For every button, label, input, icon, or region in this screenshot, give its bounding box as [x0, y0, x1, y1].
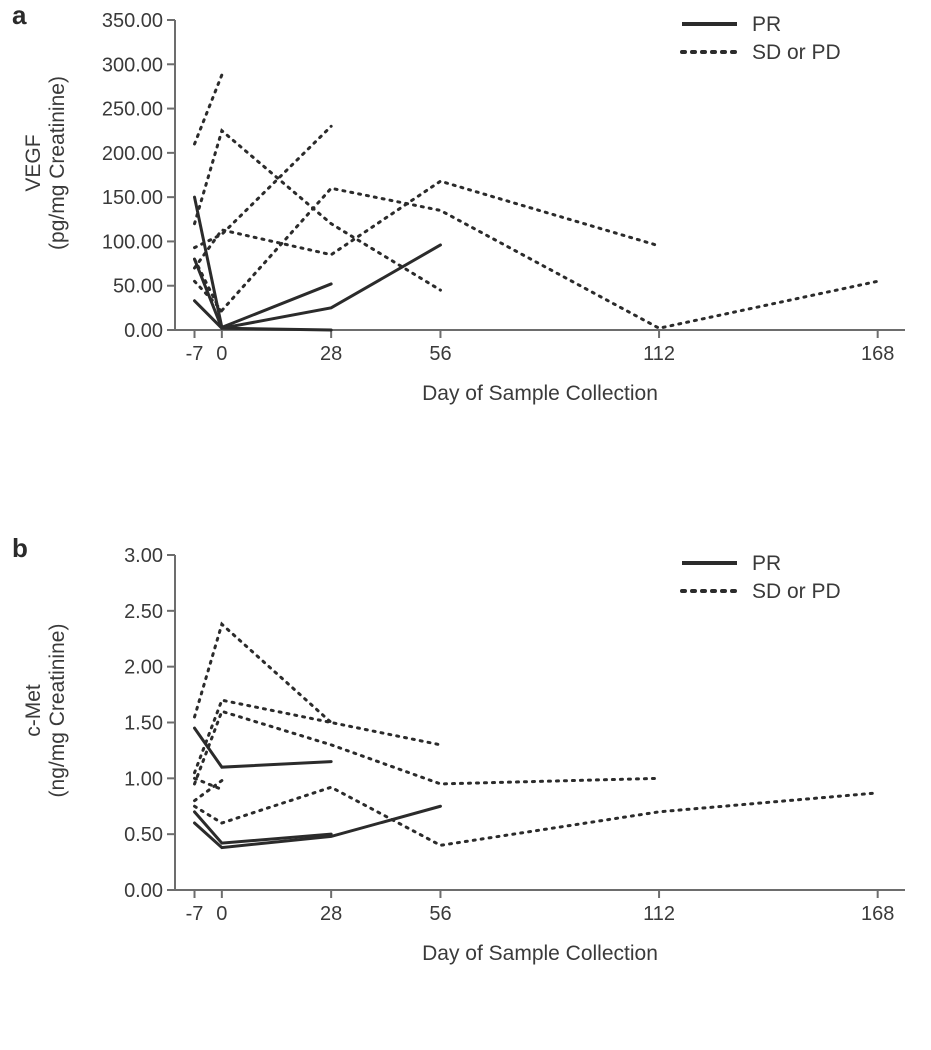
y-tick-label: 350.00 [102, 10, 163, 32]
y-tick-label: 3.00 [124, 545, 163, 567]
series-line [195, 728, 332, 767]
x-tick-label: 56 [429, 343, 451, 365]
y-axis-label-line2: (pg/mg Creatinine) [46, 76, 69, 250]
x-tick-label: 112 [643, 343, 675, 365]
legend-label: PR [752, 552, 781, 575]
legend-label: PR [752, 13, 781, 36]
x-tick-label: 56 [429, 903, 451, 925]
y-axis-label-line1: c-Met [22, 684, 45, 737]
y-tick-label: 0.50 [124, 824, 163, 846]
y-tick-label: 250.00 [102, 99, 163, 121]
x-tick-label: 168 [861, 903, 894, 925]
y-tick-label: 300.00 [102, 54, 163, 76]
x-axis-label: Day of Sample Collection [422, 942, 658, 965]
legend-label: SD or PD [752, 41, 841, 64]
x-tick-label: -7 [186, 903, 204, 925]
x-tick-label: 0 [216, 903, 227, 925]
y-tick-label: 100.00 [102, 231, 163, 253]
x-axis-label: Day of Sample Collection [422, 382, 658, 405]
y-tick-label: 0.00 [124, 880, 163, 902]
series-line [195, 711, 660, 784]
x-tick-label: 0 [216, 343, 227, 365]
legend-label: SD or PD [752, 580, 841, 603]
y-tick-label: 0.00 [124, 320, 163, 342]
series-line [195, 126, 332, 247]
y-tick-label: 50.00 [113, 276, 163, 298]
x-tick-label: 112 [643, 903, 675, 925]
x-tick-label: 28 [320, 343, 342, 365]
y-tick-label: 1.50 [124, 713, 163, 735]
y-axis-label-line1: VEGF [22, 134, 45, 191]
series-line [195, 245, 441, 328]
x-tick-label: 28 [320, 903, 342, 925]
series-line [195, 188, 878, 328]
panel-b-tag: b [12, 533, 28, 564]
x-tick-label: 168 [861, 343, 894, 365]
y-tick-label: 2.00 [124, 657, 163, 679]
y-tick-label: 200.00 [102, 143, 163, 165]
series-line [195, 778, 222, 789]
figure-canvas: 0.00 50.00 100.00 150.00 200.00 250.00 300.00 3… [0, 0, 931, 1050]
y-tick-label: 2.50 [124, 601, 163, 623]
y-tick-label: 150.00 [102, 187, 163, 209]
series-line [195, 75, 222, 144]
y-axis-label-line2: (ng/mg Creatinine) [46, 624, 69, 798]
panel-a-tag: a [12, 0, 26, 31]
y-tick-label: 1.00 [124, 768, 163, 790]
x-tick-label: -7 [186, 343, 204, 365]
